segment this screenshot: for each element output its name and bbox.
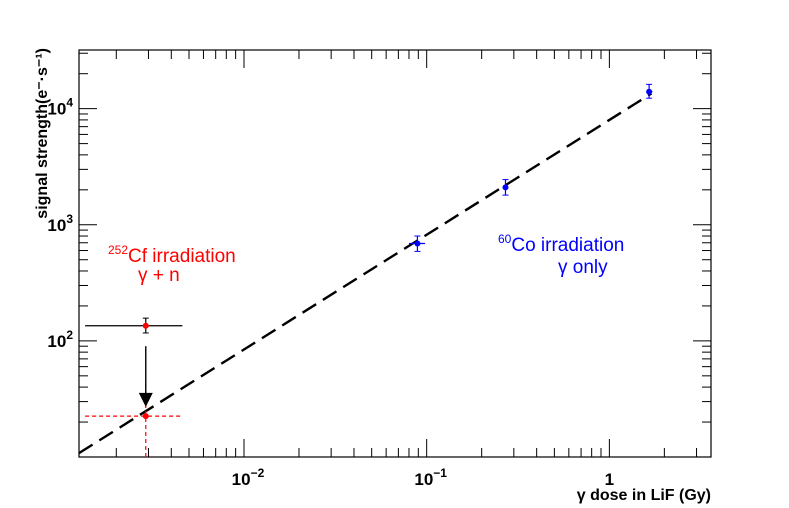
plot-frame [78,49,712,458]
y-tick-label: 103 [47,212,73,235]
fit-line-layer [78,92,653,455]
y-axis-title: signal strength(e⁻·s⁻¹) [34,48,51,219]
cf-label: Cf irradiation [128,246,236,267]
data-point [646,88,653,95]
y-tick-labels: 102 103 104 [47,96,73,351]
x-tick-label: 1 [605,470,614,489]
y-tick-label: 102 [47,328,73,351]
x-tick-label: 10−1 [414,466,447,489]
data-point [142,322,149,329]
data-points-layer [85,83,653,457]
cf-isotope-sup: 252 [108,243,128,257]
data-point [414,240,421,247]
x-tick-label: 10−2 [232,466,265,489]
data-point [502,184,509,191]
arrow-layer [138,346,153,407]
co-annotation-line1: 60Co irradiation [498,232,624,256]
co-annotation-line2: γ only [558,257,608,278]
fit-line [78,92,653,455]
x-axis-title: γ dose in LiF (Gy) [577,487,711,504]
co-isotope-sup: 60 [498,232,512,246]
co-label: Co irradiation [511,235,624,256]
y-tick-label: 104 [47,96,73,119]
cf-annotation-line1: 252Cf irradiation [108,243,236,267]
arrow-head [138,392,153,407]
cf-annotation-line2: γ + n [138,265,180,286]
data-point [142,413,149,420]
axis-ticks [79,50,711,458]
x-tick-labels: 10−2 10−1 1 [232,466,614,489]
